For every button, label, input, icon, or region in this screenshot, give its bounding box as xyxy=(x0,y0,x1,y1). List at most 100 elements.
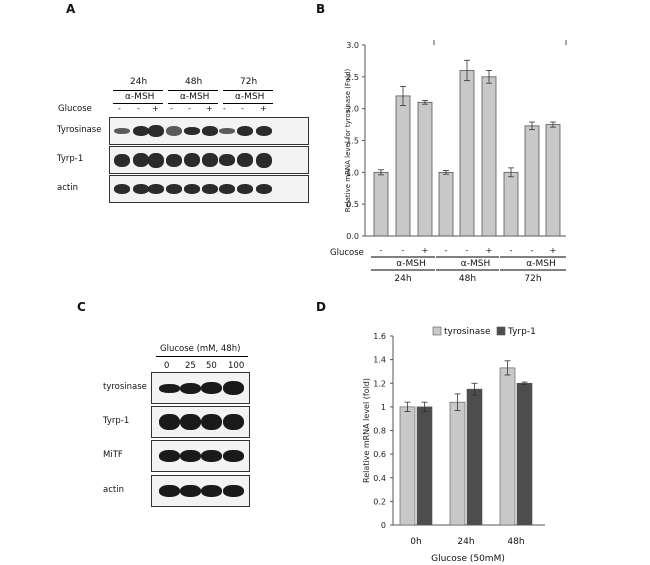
bar xyxy=(417,101,433,237)
group-underline xyxy=(168,90,218,91)
glucose-sign: - xyxy=(118,104,121,113)
protein-band xyxy=(223,485,244,497)
protein-band xyxy=(201,485,222,497)
protein-band xyxy=(159,485,180,497)
bar xyxy=(499,367,516,526)
bar xyxy=(449,401,466,526)
legend-label: Tyrp-1 xyxy=(507,327,536,337)
x-tick-label: 0h xyxy=(410,537,421,547)
glucose-sign: + xyxy=(422,246,429,255)
bar xyxy=(399,406,416,526)
group-underline xyxy=(223,103,273,104)
protein-band xyxy=(237,153,253,167)
concentration-label: 25 xyxy=(185,361,196,371)
protein-band xyxy=(201,382,222,394)
protein-band xyxy=(159,383,180,393)
protein-band xyxy=(166,184,182,194)
blot-row-label: Tyrp-1 xyxy=(57,154,84,164)
group-underline xyxy=(113,103,163,104)
time-label: 72h xyxy=(524,274,541,284)
group-underline xyxy=(223,90,273,91)
protein-band xyxy=(219,128,235,134)
protein-band xyxy=(223,450,244,462)
protein-band xyxy=(133,184,149,194)
bar xyxy=(373,171,389,237)
protein-band xyxy=(133,153,149,167)
legend-swatch xyxy=(432,326,442,336)
blot-strip xyxy=(151,440,250,472)
bar xyxy=(545,124,561,237)
protein-band xyxy=(180,485,201,497)
y-tick-label: 1 xyxy=(381,403,386,412)
bar xyxy=(524,125,540,237)
blot-row-label: tyrosinase xyxy=(103,382,147,392)
protein-band xyxy=(148,184,164,194)
bar xyxy=(416,406,433,526)
bar xyxy=(466,388,483,526)
y-tick-label: 2.5 xyxy=(346,73,359,82)
protein-band xyxy=(202,126,218,136)
glucose-sign: - xyxy=(223,104,226,113)
y-tick-label: 0.5 xyxy=(346,200,359,209)
protein-band xyxy=(237,126,253,136)
protein-band xyxy=(180,414,201,430)
y-tick-label: 0.8 xyxy=(373,427,386,436)
treatment-label: α-MSH xyxy=(180,92,210,102)
glucose-sign: - xyxy=(510,246,513,255)
y-tick-label: 1.4 xyxy=(373,356,386,365)
protein-band xyxy=(184,184,200,194)
x-tick-label: 24h xyxy=(457,537,474,547)
glucose-sign: + xyxy=(260,104,267,113)
y-tick-label: 0.4 xyxy=(373,474,386,483)
group-underline xyxy=(113,90,163,91)
y-tick-label: 0 xyxy=(381,521,386,530)
glucose-label: Glucose xyxy=(58,104,92,114)
bar xyxy=(395,95,411,237)
y-tick-label: 0.0 xyxy=(346,232,359,241)
blot-header: Glucose (mM, 48h) xyxy=(160,344,241,354)
blot-row-label: Tyrosinase xyxy=(57,125,102,135)
y-tick-label: 0.2 xyxy=(373,497,386,506)
glucose-sign: - xyxy=(380,246,383,255)
chart-b-tyrosinase-mrna: 0.0 0.5 1.0 1.5 2.0 2.5 3.0 Relative mRNA level… xyxy=(330,40,567,284)
legend-label: tyrosinase xyxy=(444,327,491,337)
y-tick-label: 2.0 xyxy=(346,105,359,114)
protein-band xyxy=(180,382,201,394)
concentration-label: 100 xyxy=(228,361,245,371)
y-tick-label: 1.5 xyxy=(346,137,359,146)
header-underline xyxy=(156,356,248,357)
protein-band xyxy=(223,414,244,430)
blot-strip xyxy=(151,372,250,404)
glucose-sign: + xyxy=(550,246,557,255)
time-label: 24h xyxy=(130,77,148,87)
protein-band xyxy=(256,152,272,168)
glucose-sign: + xyxy=(152,104,159,113)
blot-strip xyxy=(151,475,250,507)
bar xyxy=(438,171,454,237)
protein-band xyxy=(202,184,218,194)
protein-band xyxy=(133,126,149,136)
protein-band xyxy=(184,127,200,135)
blot-row-label: actin xyxy=(57,183,78,193)
protein-band xyxy=(148,152,164,168)
glucose-sign: - xyxy=(531,246,534,255)
y-axis-label: Relative mRNA level for tyrosinase (Fold… xyxy=(344,69,352,213)
glucose-sign: - xyxy=(445,246,448,255)
protein-band xyxy=(114,153,130,167)
y-tick-label: 3.0 xyxy=(346,41,359,50)
glucose-sign: + xyxy=(206,104,213,113)
protein-band xyxy=(256,126,272,136)
y-tick-label: 0.6 xyxy=(373,450,386,459)
blot-row-label: Tyrp-1 xyxy=(103,416,130,426)
panel-letter-d: D xyxy=(316,300,326,314)
glucose-sign: - xyxy=(137,104,140,113)
y-tick-label: 1.2 xyxy=(373,379,386,388)
glucose-sign: + xyxy=(486,246,493,255)
glucose-sign: - xyxy=(170,104,173,113)
bar xyxy=(516,382,533,526)
panel-letter-b: B xyxy=(316,2,326,16)
protein-band xyxy=(202,153,218,167)
bar xyxy=(503,171,519,237)
blot-strip xyxy=(109,117,309,145)
blot-strip xyxy=(151,406,250,438)
